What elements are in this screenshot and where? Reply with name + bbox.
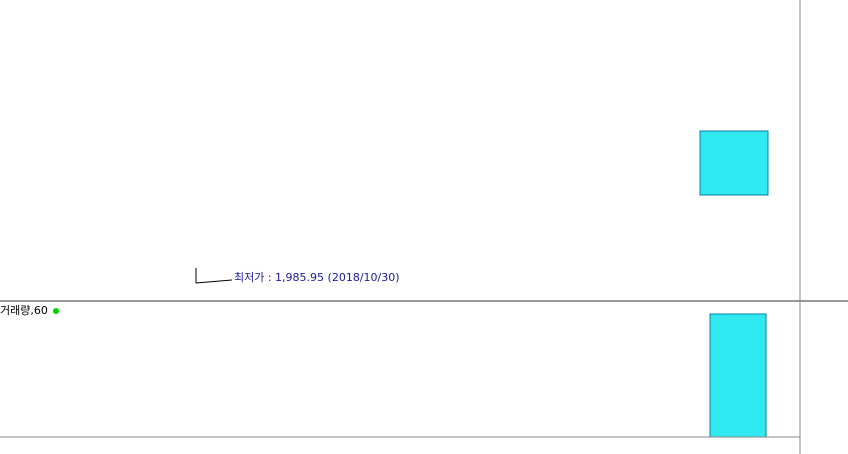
legend-dot	[53, 308, 59, 314]
highlight-box	[709, 313, 767, 438]
annotation: 최저가 : 1,985.95 (2018/10/30)	[234, 271, 400, 284]
volume-title: 거래량,60	[0, 304, 48, 317]
annotation-leader	[195, 279, 233, 284]
highlight-box	[699, 130, 769, 196]
